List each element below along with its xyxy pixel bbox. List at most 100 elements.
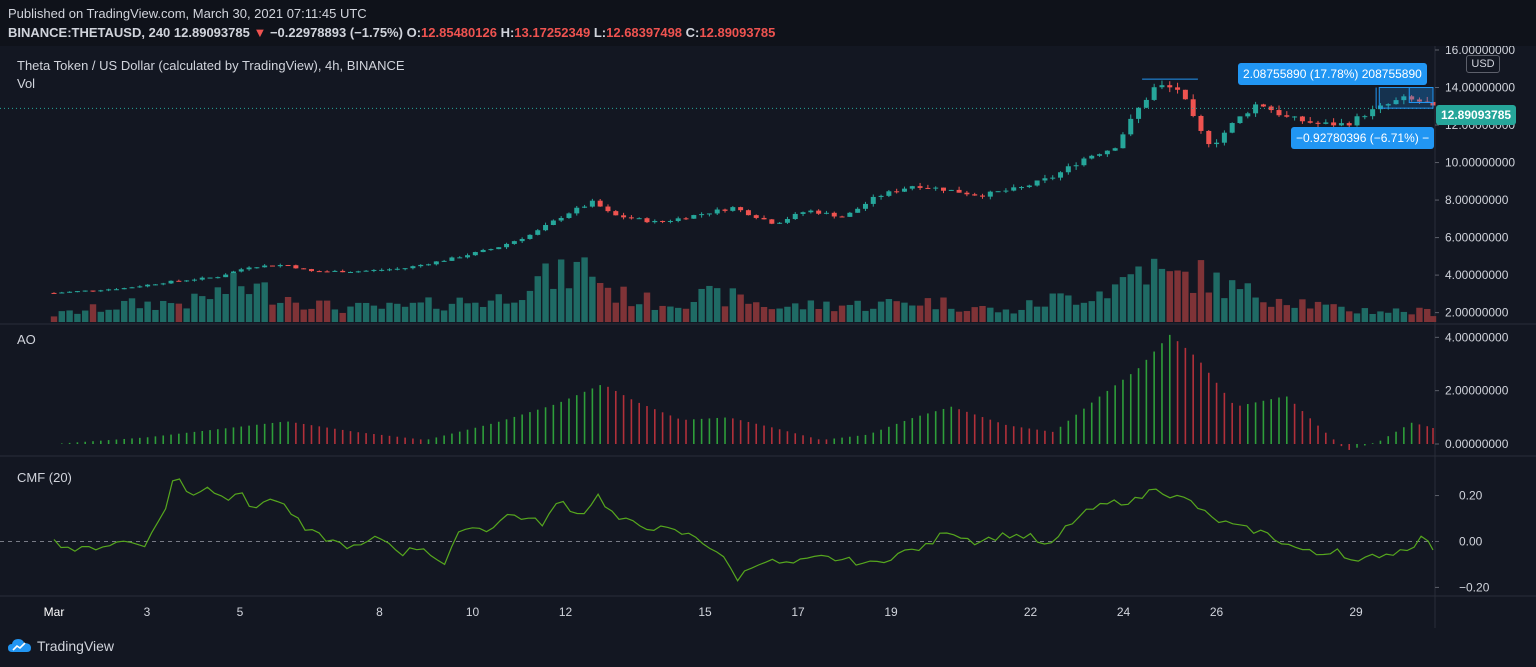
candle-body[interactable] [363,270,369,272]
candle-body[interactable] [761,217,767,220]
candle-body[interactable] [1221,132,1227,143]
candle-body[interactable] [1151,87,1157,100]
candle-body[interactable] [605,206,611,212]
candle-body[interactable] [1362,116,1368,118]
candle-body[interactable] [1401,96,1407,101]
candle-body[interactable] [1229,123,1235,133]
candle-body[interactable] [387,269,393,271]
candle-body[interactable] [1058,172,1064,178]
candle-body[interactable] [621,215,627,218]
candle-body[interactable] [465,255,471,258]
candle-body[interactable] [1003,190,1009,192]
candle-body[interactable] [67,291,73,293]
candle-body[interactable] [340,270,346,273]
candle-body[interactable] [1370,109,1376,117]
candle-body[interactable] [472,252,478,256]
candle-body[interactable] [1276,110,1282,116]
candle-body[interactable] [558,217,564,221]
candle-body[interactable] [1377,105,1383,110]
candle-body[interactable] [753,215,759,218]
candle-body[interactable] [1050,177,1056,179]
candle-body[interactable] [1307,121,1313,123]
candle-body[interactable] [800,212,806,214]
candle-body[interactable] [301,268,307,270]
candle-body[interactable] [566,213,572,218]
candle-body[interactable] [1175,87,1181,90]
candle-body[interactable] [1081,158,1087,166]
candle-body[interactable] [1315,122,1321,124]
candle-body[interactable] [511,241,517,244]
candle-body[interactable] [418,264,424,267]
candle-body[interactable] [1190,99,1196,117]
candle-body[interactable] [1026,185,1032,188]
candle-body[interactable] [972,194,978,196]
candle-body[interactable] [706,213,712,215]
candle-body[interactable] [1338,123,1344,126]
candle-body[interactable] [940,187,946,191]
candle-body[interactable] [738,207,744,211]
candle-body[interactable] [535,230,541,235]
candle-body[interactable] [1268,106,1274,111]
candle-body[interactable] [184,280,190,282]
candle-body[interactable] [1323,122,1329,124]
candle-body[interactable] [1409,96,1415,100]
candle-body[interactable] [527,234,533,239]
candle-body[interactable] [886,191,892,196]
candle-body[interactable] [964,192,970,195]
candle-body[interactable] [277,265,283,267]
candle-body[interactable] [488,249,494,251]
candle-body[interactable] [1416,99,1422,102]
candle-body[interactable] [402,268,408,270]
candle-body[interactable] [160,283,166,285]
candle-body[interactable] [324,271,330,273]
candle-body[interactable] [980,195,986,197]
candle-body[interactable] [1393,100,1399,105]
candle-body[interactable] [1237,116,1243,124]
candle-body[interactable] [51,292,57,294]
candle-body[interactable] [1120,134,1126,149]
candle-body[interactable] [1128,118,1134,135]
candle-body[interactable] [730,207,736,211]
candle-body[interactable] [909,186,915,189]
candle-body[interactable] [925,187,931,189]
candle-body[interactable] [347,271,353,273]
candle-body[interactable] [933,187,939,189]
candle-body[interactable] [823,212,829,214]
candle-body[interactable] [449,257,455,261]
candle-body[interactable] [394,268,400,270]
candle-body[interactable] [948,189,954,191]
candle-body[interactable] [792,213,798,220]
candle-body[interactable] [90,290,96,292]
candle-body[interactable] [644,218,650,223]
currency-button[interactable]: USD [1466,55,1500,73]
candle-body[interactable] [504,243,510,248]
candle-body[interactable] [784,219,790,223]
candle-body[interactable] [722,209,728,211]
candle-body[interactable] [496,247,502,250]
candle-body[interactable] [191,279,197,281]
candle-body[interactable] [816,210,822,214]
candle-body[interactable] [847,212,853,217]
candle-body[interactable] [519,238,525,242]
candle-body[interactable] [1159,85,1165,88]
candle-body[interactable] [137,286,143,288]
candle-body[interactable] [332,270,338,272]
candle-body[interactable] [223,274,229,278]
candle-body[interactable] [582,206,588,208]
candle-body[interactable] [870,196,876,204]
candle-body[interactable] [1214,142,1220,145]
candle-body[interactable] [426,264,432,266]
candle-body[interactable] [1292,116,1298,118]
candle-body[interactable] [1299,116,1305,122]
candle-body[interactable] [355,271,361,273]
candle-body[interactable] [1136,107,1142,119]
candle-body[interactable] [199,277,205,280]
candle-body[interactable] [1104,150,1110,155]
candle-body[interactable] [574,207,580,214]
candle-body[interactable] [1284,115,1290,117]
candle-body[interactable] [667,221,673,223]
candle-body[interactable] [636,218,642,220]
candle-body[interactable] [262,265,268,268]
candle-body[interactable] [1089,155,1095,159]
candle-body[interactable] [901,188,907,192]
